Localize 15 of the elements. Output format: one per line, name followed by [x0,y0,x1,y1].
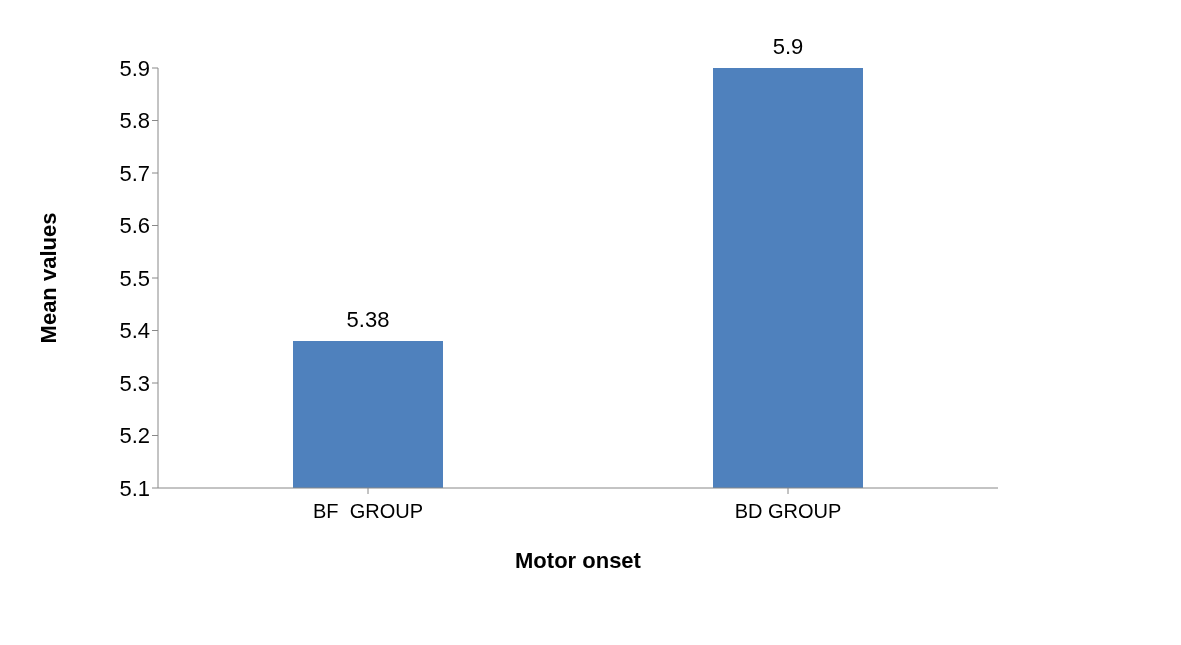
x-axis-title: Motor onset [515,548,642,573]
y-tick-label: 5.9 [119,55,150,81]
data-label: 5.38 [346,307,390,332]
data-label: 5.9 [772,34,804,59]
y-tick-label: 5.4 [119,318,150,344]
y-axis-title: Mean values [35,212,61,344]
y-tick-label: 5.5 [119,265,150,291]
x-tick-label: BD GROUP [734,500,842,522]
y-tick-label: 5.6 [119,213,150,239]
y-tick-label: 5.3 [119,370,150,396]
y-tick-label: 5.2 [119,423,150,449]
x-tick-label: BF GROUP [312,500,424,522]
y-tick-label: 5.8 [119,108,150,134]
y-tick-label: 5.7 [119,160,150,186]
y-tick-label: 5.1 [119,475,150,501]
